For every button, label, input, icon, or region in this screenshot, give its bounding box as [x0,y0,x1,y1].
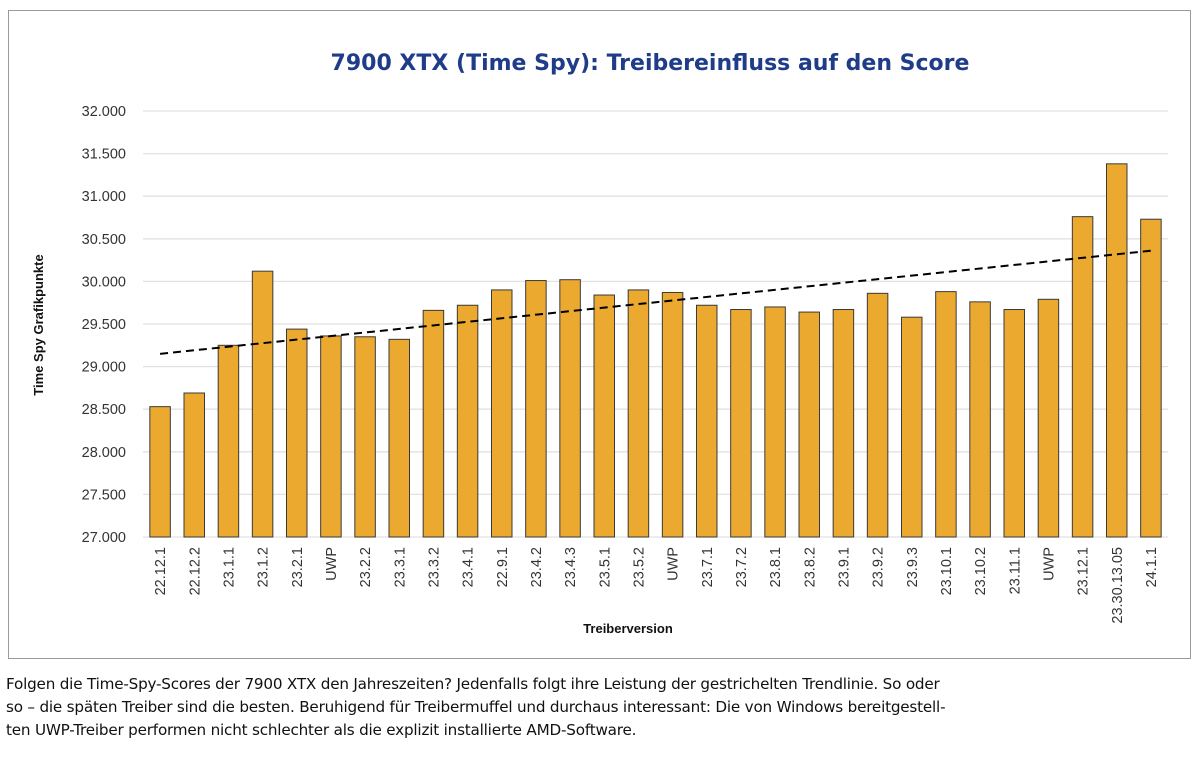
bar [798,311,820,538]
x-tick-label: 23.7.2 [734,547,750,587]
gridlines [143,110,1168,538]
y-tick-label: 31.500 [82,147,126,163]
x-tick-label: 23.9.1 [836,547,852,587]
bar [456,304,479,538]
x-tick-label: 23.3.1 [392,547,408,587]
x-tick-label: 23.9.3 [905,547,921,587]
x-tick-label: 23.4.1 [461,547,477,587]
x-tick-label: 23.5.1 [597,547,613,587]
bar [217,344,240,538]
bar [354,336,376,538]
bar [866,292,889,538]
y-axis-ticks: 27.000 27.500 28.000 28.500 29.000 29.500 30.0… [82,104,126,546]
y-tick-label: 27.500 [82,487,126,503]
bar [559,279,581,538]
caption-line: Folgen die Time-Spy-Scores der 7900 XTX … [6,675,940,693]
y-tick-label: 28.000 [82,445,126,461]
bar [149,406,171,538]
bars [149,163,1162,538]
x-tick-label: 23.5.2 [631,547,647,587]
bar [1106,163,1128,538]
x-tick-label: 23.10.2 [973,547,989,595]
bar [183,392,205,538]
bar [491,289,513,538]
bar [286,328,308,538]
y-tick-label: 29.000 [82,360,126,376]
bar [969,301,991,538]
bar [1003,309,1025,538]
trendline [159,249,1152,355]
x-tick-label: 23.3.2 [426,547,442,587]
bar [422,309,445,538]
x-tick-label: 23.4.2 [529,547,545,587]
x-tick-label: 23.12.1 [1076,547,1092,595]
x-tick-label: 23.1.2 [256,547,272,587]
bar [1140,218,1162,538]
bar [627,289,650,538]
caption-line: ten UWP-Treiber performen nicht schlecht… [6,721,637,739]
y-tick-label: 30.000 [82,274,126,290]
bar [593,294,615,538]
bar [901,316,923,538]
x-tick-label: 23.30.13.05 [1110,547,1126,624]
y-tick-label: 28.500 [82,402,126,418]
figure-caption: Folgen die Time-Spy-Scores der 7900 XTX … [6,673,1196,742]
y-tick-label: 27.000 [82,530,126,546]
x-tick-label: 23.2.1 [290,547,306,587]
bar [730,309,752,538]
x-axis-label: Treiberversion [583,621,673,636]
x-tick-label: 24.1.1 [1144,547,1160,587]
bar [696,304,718,538]
bar [525,280,547,538]
x-tick-label: 23.10.1 [939,547,955,595]
x-tick-label: UWP [324,547,340,581]
bar [661,291,684,538]
x-tick-label: UWP [1041,547,1057,581]
y-tick-label: 31.000 [82,189,126,205]
bar [251,270,274,538]
x-tick-label: 22.9.1 [495,547,511,587]
y-tick-label: 32.000 [82,104,126,120]
bar [320,335,342,538]
x-tick-label: 23.8.1 [768,547,784,587]
bar [935,291,957,538]
x-tick-label: 23.2.2 [358,547,374,587]
x-axis-ticks: 22.12.1 22.12.2 23.1.1 23.1.2 23.2.1 UWP 23.2.… [153,547,1160,624]
x-tick-label: 23.9.2 [871,547,887,587]
x-tick-label: 23.11.1 [1007,547,1023,594]
x-tick-label: 22.12.2 [187,547,203,595]
bar [388,338,410,538]
bar-chart: 7900 XTX (Time Spy): Treibereinfluss auf… [31,51,1168,636]
chart-title: 7900 XTX (Time Spy): Treibereinfluss auf… [331,51,970,76]
x-tick-label: 22.12.1 [153,547,169,595]
x-tick-label: 23.8.2 [802,547,818,587]
y-tick-label: 30.500 [82,232,126,248]
x-tick-label: 23.7.1 [700,547,716,587]
bar [764,306,786,538]
y-axis-label: Time Spy Grafikpunkte [31,254,46,395]
bar [832,309,855,538]
bar [1037,298,1060,538]
y-tick-label: 29.500 [82,317,126,333]
bar [1071,216,1094,538]
x-tick-label: 23.4.3 [563,547,579,587]
x-tick-label: UWP [666,547,682,581]
caption-line: so – die späten Treiber sind die besten.… [6,698,946,716]
x-tick-label: 23.1.1 [221,547,237,587]
